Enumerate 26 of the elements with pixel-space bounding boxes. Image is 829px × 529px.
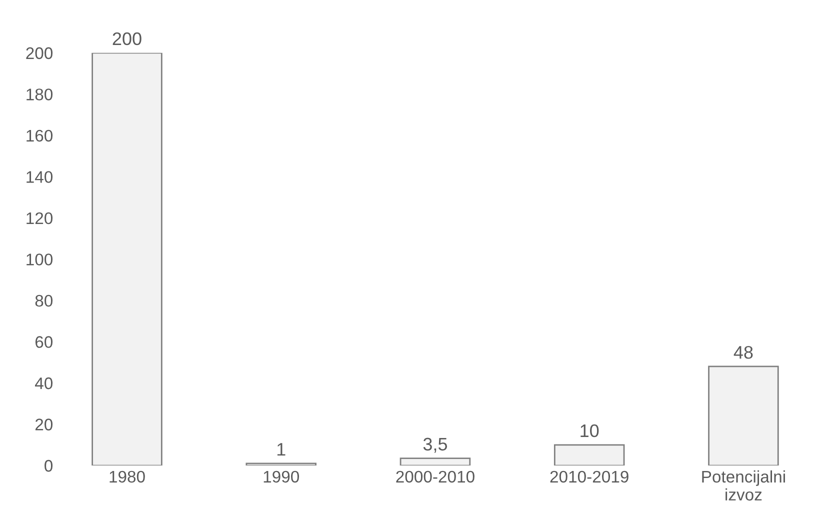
y-tick-label: 140 [26,171,53,183]
bar [400,458,471,466]
bar [246,462,316,466]
y-tick-label: 200 [26,47,53,60]
bar [708,366,779,466]
x-tick-label: 2000-2010 [396,470,474,483]
data-label: 3,5 [423,438,448,453]
y-tick-label: 180 [26,88,53,100]
bar [92,52,162,466]
y-tick-label: 120 [26,212,53,224]
data-label: 1 [277,443,286,456]
x-tick-label: Potencijalni izvoz [702,470,785,501]
y-tick-label: 0 [44,460,53,472]
y-tick-label: 160 [26,130,53,142]
data-label: 10 [580,424,599,438]
x-tick-label: 1990 [264,470,299,483]
data-label: 48 [734,346,753,359]
data-label: 200 [112,32,142,46]
y-tick-label: 100 [26,254,53,266]
y-tick-label: 40 [35,377,53,390]
y-tick-label: 80 [35,294,53,307]
x-tick-label: 1980 [110,470,145,483]
x-tick-label: 2010-2019 [550,470,628,483]
y-tick-label: 20 [35,418,53,430]
bar [554,444,625,466]
y-tick-label: 60 [35,336,53,348]
